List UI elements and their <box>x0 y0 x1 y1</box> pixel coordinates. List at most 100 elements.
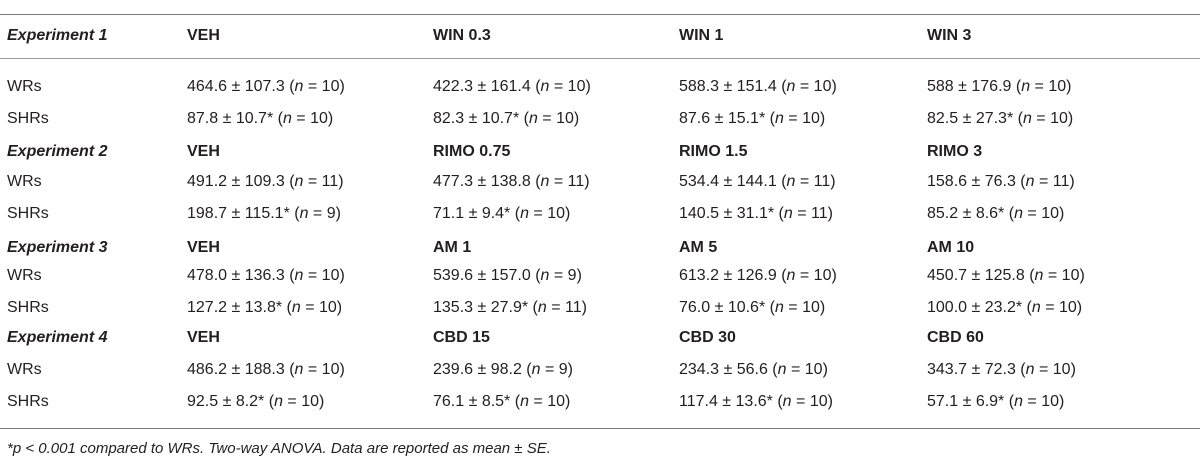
table-cell: 588.3 ± 151.4 (n = 10) <box>679 71 837 103</box>
cell-n-count: = 10) <box>1034 361 1076 378</box>
table-row: SHRs 198.7 ± 115.1* (n = 9) 71.1 ± 9.4* (n… <box>0 198 1200 230</box>
column-header: VEH <box>187 329 220 346</box>
cell-n-count: = 10) <box>795 267 837 284</box>
table-cell: 450.7 ± 125.8 (n = 10) <box>927 260 1085 292</box>
table-cell: 343.7 ± 72.3 (n = 10) <box>927 354 1076 386</box>
column-header: VEH <box>187 27 220 44</box>
table-cell: 92.5 ± 8.2* (n = 10) <box>187 386 324 418</box>
top-rule <box>0 14 1200 15</box>
table-cell: 82.3 ± 10.7* (n = 10) <box>433 103 579 135</box>
cell-n-symbol: n <box>537 299 547 316</box>
cell-n-count: = 10) <box>1022 393 1065 410</box>
cell-value: 486.2 ± 188.3 ( <box>187 361 295 378</box>
table-cell: 127.2 ± 13.8* (n = 10) <box>187 292 342 324</box>
table-cell: 477.3 ± 138.8 (n = 11) <box>433 166 590 198</box>
table-cell: 539.6 ± 157.0 (n = 9) <box>433 260 582 292</box>
experiment-label: Experiment 3 <box>7 239 108 256</box>
column-header: AM 1 <box>433 239 472 256</box>
cell-value: 100.0 ± 23.2* ( <box>927 299 1032 316</box>
cell-n-count: = 9) <box>308 205 341 222</box>
cell-n-count: = 10) <box>303 267 345 284</box>
cell-value: 343.7 ± 72.3 ( <box>927 361 1026 378</box>
column-header: RIMO 1.5 <box>679 143 748 160</box>
column-header: RIMO 0.75 <box>433 143 511 160</box>
cell-value: 82.3 ± 10.7* ( <box>433 110 529 127</box>
cell-value: 87.6 ± 15.1* ( <box>679 110 775 127</box>
table-row: WRs 486.2 ± 188.3 (n = 10) 239.6 ± 98.2 (n… <box>0 354 1200 386</box>
cell-n-symbol: n <box>274 393 283 410</box>
cell-n-count: = 10) <box>549 78 591 95</box>
column-header: CBD 60 <box>927 329 984 346</box>
cell-value: 127.2 ± 13.8* ( <box>187 299 292 316</box>
cell-n-symbol: n <box>528 110 538 127</box>
table-cell: 158.6 ± 76.3 (n = 11) <box>927 166 1075 198</box>
cell-value: 158.6 ± 76.3 ( <box>927 173 1026 190</box>
column-header: WIN 0.3 <box>433 27 491 44</box>
table-cell: 534.4 ± 144.1 (n = 11) <box>679 166 836 198</box>
table-cell: 422.3 ± 161.4 (n = 10) <box>433 71 591 103</box>
cell-n-symbol: n <box>1022 110 1032 127</box>
cell-n-count: = 10) <box>1040 299 1083 316</box>
cell-n-count: = 10) <box>791 393 833 410</box>
cell-n-symbol: n <box>520 393 529 410</box>
row-label: WRs <box>7 173 42 190</box>
cell-value: 477.3 ± 138.8 ( <box>433 173 541 190</box>
table-cell: 85.2 ± 8.6* (n = 10) <box>927 198 1064 230</box>
cell-n-count: = 10) <box>1022 205 1065 222</box>
cell-n-symbol: n <box>1025 361 1035 378</box>
table-cell: 198.7 ± 115.1* (n = 9) <box>187 198 341 230</box>
experiment-header-row: Experiment 3 VEH AM 1 AM 5 AM 10 <box>0 232 1200 264</box>
cell-n-count: = 10) <box>795 78 837 95</box>
column-header: VEH <box>187 239 220 256</box>
table-row: WRs 464.6 ± 107.3 (n = 10) 422.3 ± 161.4 (… <box>0 71 1200 103</box>
cell-value: 82.5 ± 27.3* ( <box>927 110 1023 127</box>
cell-value: 534.4 ± 144.1 ( <box>679 173 787 190</box>
cell-n-count: = 10) <box>537 110 580 127</box>
cell-n-symbol: n <box>1014 205 1023 222</box>
cell-n-count: = 10) <box>1043 267 1085 284</box>
cell-value: 57.1 ± 6.9* ( <box>927 393 1015 410</box>
cell-n-count: = 10) <box>528 205 571 222</box>
cell-n-symbol: n <box>294 173 304 190</box>
column-header: RIMO 3 <box>927 143 983 160</box>
table-cell: 588 ± 176.9 (n = 10) <box>927 71 1071 103</box>
cell-n-count: = 9) <box>540 361 573 378</box>
table-cell: 87.6 ± 15.1* (n = 10) <box>679 103 825 135</box>
row-label: WRs <box>7 267 42 284</box>
column-header: CBD 30 <box>679 329 736 346</box>
table-cell: 478.0 ± 136.3 (n = 10) <box>187 260 345 292</box>
row-label: WRs <box>7 361 42 378</box>
table-footnote: *p < 0.001 compared to WRs. Two-way ANOV… <box>7 440 551 457</box>
table-row: SHRs 127.2 ± 13.8* (n = 10) 135.3 ± 27.9* … <box>0 292 1200 324</box>
table-cell: 87.8 ± 10.7* (n = 10) <box>187 103 333 135</box>
cell-n-symbol: n <box>782 393 792 410</box>
cell-n-count: = 10) <box>291 110 334 127</box>
cell-n-count: = 10) <box>786 361 828 378</box>
cell-value: 92.5 ± 8.2* ( <box>187 393 275 410</box>
cell-n-count: = 10) <box>303 361 345 378</box>
cell-n-symbol: n <box>1021 78 1031 95</box>
table-cell: 82.5 ± 27.3* (n = 10) <box>927 103 1073 135</box>
header-rule <box>0 58 1200 59</box>
row-label: SHRs <box>7 299 49 316</box>
cell-value: 234.3 ± 56.6 ( <box>679 361 778 378</box>
table-cell: 613.2 ± 126.9 (n = 10) <box>679 260 837 292</box>
table-row: WRs 478.0 ± 136.3 (n = 10) 539.6 ± 157.0 (… <box>0 260 1200 292</box>
cell-value: 450.7 ± 125.8 ( <box>927 267 1035 284</box>
cell-n-symbol: n <box>786 78 796 95</box>
cell-value: 588.3 ± 151.4 ( <box>679 78 787 95</box>
cell-n-symbol: n <box>294 78 304 95</box>
row-label: SHRs <box>7 393 49 410</box>
cell-value: 613.2 ± 126.9 ( <box>679 267 787 284</box>
cell-n-count: = 10) <box>300 299 343 316</box>
cell-value: 478.0 ± 136.3 ( <box>187 267 295 284</box>
table-cell: 76.0 ± 10.6* (n = 10) <box>679 292 825 324</box>
cell-value: 491.2 ± 109.3 ( <box>187 173 295 190</box>
cell-n-symbol: n <box>1025 173 1035 190</box>
table-cell: 100.0 ± 23.2* (n = 10) <box>927 292 1082 324</box>
cell-n-symbol: n <box>540 267 550 284</box>
column-header: WIN 3 <box>927 27 972 44</box>
cell-value: 140.5 ± 31.1* ( <box>679 205 784 222</box>
experiment-label: Experiment 1 <box>7 27 108 44</box>
